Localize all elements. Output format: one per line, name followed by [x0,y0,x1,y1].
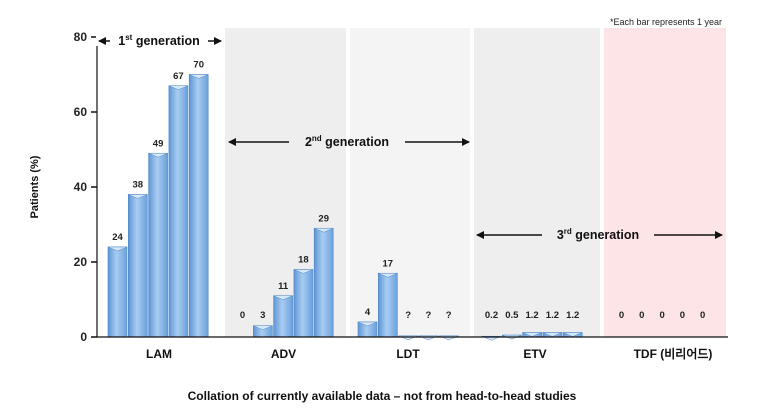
panel-etv [474,28,600,337]
data-label: 18 [298,255,309,266]
data-label: ? [425,310,431,321]
bar [148,152,168,338]
bar-cap [357,321,378,327]
bar [377,272,398,338]
bar [107,246,128,338]
data-label: 1.2 [546,310,559,321]
panel-tdf [604,28,726,337]
bar [168,85,189,338]
data-label: ? [446,310,452,321]
gen1-label: 1st generation [118,33,199,48]
data-label: 0 [639,310,644,321]
chart-footer: Collation of currently available data – … [188,389,577,403]
bar-cap [563,332,583,337]
bar-cap [189,74,209,79]
bar-cap [107,246,128,252]
bar-cap [378,273,398,278]
gen3-label: 3rd generation [557,227,639,242]
data-label: 3 [260,310,265,321]
y-tick-label: 0 [80,330,87,344]
data-label: 24 [112,232,123,243]
y-tick-label: 80 [74,30,88,44]
data-label: ? [405,310,411,321]
data-label: 11 [278,281,289,292]
category-label: TDF (비리어드) [634,346,713,361]
y-tick-label: 20 [74,255,88,269]
bar [313,227,334,338]
bar [273,295,293,338]
data-label: 0 [240,310,245,321]
annotations: 24 38 49 67 70 LAM 0 3 11 18 29 ADV 4 17?? ? LDT 0.2 0.5 1… [96,17,723,403]
bar-cap [542,332,562,337]
data-label: 0 [659,310,664,321]
category-label: LDT [396,347,420,361]
data-label: 1.2 [525,310,538,321]
group-backgrounds [100,28,726,337]
data-label: 4 [365,307,371,318]
data-label: 0 [680,310,685,321]
bar-cap [253,325,273,331]
gen2-label: 2nd generation [305,134,389,149]
data-label: 67 [173,71,184,82]
data-label: 0 [619,310,624,321]
data-label: 29 [318,213,329,224]
data-label: 49 [153,138,164,149]
chart-note: *Each bar represents 1 year [610,17,722,27]
category-label: LAM [146,347,172,361]
data-label: 0.2 [485,310,498,321]
bar [128,194,148,338]
category-label: ADV [271,347,296,361]
bar-cap [293,269,313,274]
y-axis-label: Patients (%) [29,155,41,218]
data-label: 70 [193,60,204,71]
y-tick-label: 40 [74,180,88,194]
y-tick-label: 60 [74,105,88,119]
bar-cap [522,332,542,337]
data-label: 1.2 [566,310,579,321]
gen1-label-bg [96,30,224,46]
data-label: 0 [700,310,705,321]
bar-cap [314,228,334,233]
data-label: 17 [383,258,394,269]
bar [293,269,314,338]
panel-ldt [350,28,470,337]
data-label: 38 [133,180,144,191]
bar-cap [128,194,148,199]
bar-cap [148,153,168,158]
bar-cap [168,85,188,91]
bar [188,74,209,338]
bar-cap [273,295,293,301]
category-label: ETV [523,347,546,361]
data-label: 0.5 [505,310,519,321]
